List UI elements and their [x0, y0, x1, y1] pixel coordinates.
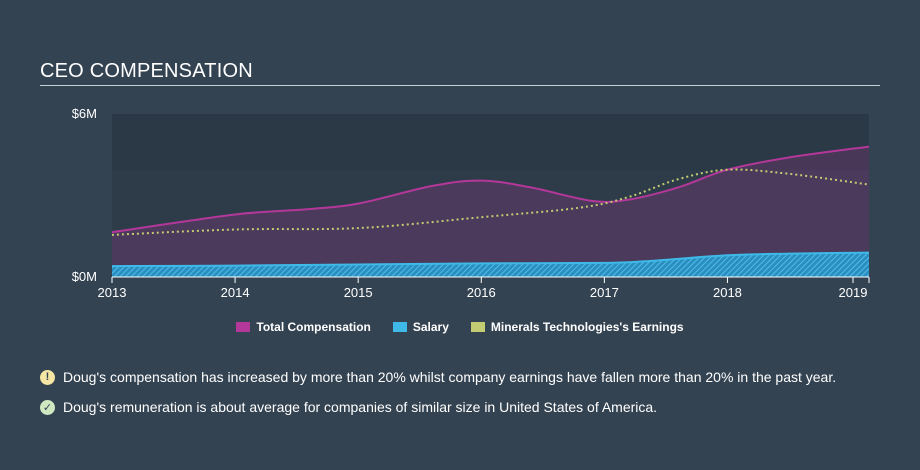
- total-compensation-swatch-icon: [236, 322, 251, 332]
- earnings-swatch-icon: [470, 322, 485, 332]
- x-tick-label: 2014: [221, 285, 250, 300]
- plot-background-upper-band: [112, 114, 869, 170]
- warning-icon: !: [40, 369, 55, 385]
- warning-note-text: Doug's compensation has increased by mor…: [63, 369, 837, 385]
- legend-item-earnings[interactable]: Minerals Technologies's Earnings: [470, 320, 684, 334]
- total-compensation-area: [112, 146, 869, 277]
- salary-area: [112, 252, 869, 277]
- x-tick-label: 2015: [344, 285, 373, 300]
- legend-label-total-compensation: Total Compensation: [256, 320, 371, 334]
- x-tick-label: 2013: [98, 285, 127, 300]
- legend-label-salary: Salary: [412, 320, 449, 334]
- x-tick-label: 2017: [590, 285, 619, 300]
- legend-label-earnings: Minerals Technologies's Earnings: [490, 320, 684, 334]
- page-title: CEO COMPENSATION: [40, 60, 253, 82]
- legend-item-total-compensation[interactable]: Total Compensation: [236, 320, 371, 334]
- salary-swatch-icon: [392, 322, 407, 332]
- check-note: ✓ Doug's remuneration is about average f…: [40, 399, 657, 415]
- check-note-text: Doug's remuneration is about average for…: [63, 399, 658, 415]
- check-icon: ✓: [40, 399, 55, 415]
- legend-item-salary[interactable]: Salary: [392, 320, 449, 334]
- warning-note: ! Doug's compensation has increased by m…: [40, 369, 836, 385]
- chart-legend: Total Compensation Salary Minerals Techn…: [0, 320, 920, 334]
- y-tick-label: $0M: [72, 269, 97, 284]
- x-tick-label: 2016: [467, 285, 496, 300]
- title-divider: [40, 85, 880, 86]
- salary-line: [111, 251, 870, 268]
- y-tick-label: $6M: [72, 106, 97, 121]
- x-tick-label: 2019: [839, 285, 868, 300]
- x-tick-label: 2018: [713, 285, 742, 300]
- compensation-chart: 2013 2014 2015 2016 2017 2018 2019 $6M $0M: [72, 106, 870, 300]
